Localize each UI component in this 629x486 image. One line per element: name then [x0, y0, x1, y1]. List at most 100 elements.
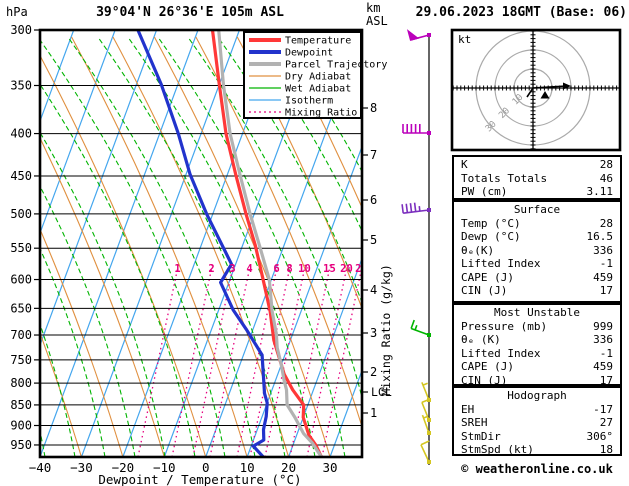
wet-adiabat-line [40, 131, 166, 457]
stats-section-most-unstable: Most Unstable Pressure (mb) 999 θₑ (K) 336 Li… [452, 303, 622, 387]
stat-label: Dewp (°C) [461, 230, 521, 243]
mixing-ratio-tick-label: 25 [355, 263, 368, 275]
stat-label: StmSpd (kt) [461, 443, 534, 456]
barb-full [409, 203, 413, 213]
stat-row: Pressure (mb) 999 [454, 320, 620, 334]
legend-label: Mixing Ratio [285, 108, 357, 119]
pressure-axis-unit: hPa [6, 5, 28, 19]
parcel-trajectory-curve [217, 30, 324, 457]
stat-row: SREH 27 [454, 416, 620, 430]
temperature-tick-label: 10 [240, 460, 255, 475]
wind-barb [420, 440, 431, 464]
wet-adiabat-line [187, 36, 362, 400]
mixing-ratio-tick-label: 4 [246, 263, 252, 275]
stat-value: 27 [599, 416, 613, 429]
stat-label: CAPE (J) [461, 270, 514, 284]
isotherm-line [246, 144, 362, 457]
dry-adiabat-line [71, 36, 248, 457]
stat-value: 336 [593, 333, 613, 346]
temperature-tick-label: 30 [322, 460, 337, 475]
barb-half [423, 415, 429, 419]
legend-label: Parcel Trajectory [285, 60, 387, 71]
stat-label: Lifted Index [461, 257, 541, 270]
pressure-tick-label: 400 [10, 127, 32, 141]
stats-section-title: Hodograph [507, 389, 567, 402]
temperature-curve [210, 30, 324, 457]
isotherm-line [40, 30, 158, 347]
hodograph-arrowhead [563, 82, 571, 90]
stat-value: 306° [586, 429, 614, 443]
temperature-tick-label: 20 [281, 460, 296, 475]
km-tick-label: 5 [370, 233, 377, 247]
barb-half [414, 324, 418, 331]
mixing-ratio-tick-label: 8 [286, 263, 292, 275]
stat-row: CAPE (J) 459 [454, 271, 620, 285]
stat-value: 46 [599, 171, 613, 185]
barb-flag [406, 29, 420, 41]
wet-adiabat-line [40, 39, 226, 457]
wet-adiabat-line [97, 36, 286, 457]
stat-row: StmDir 306° [454, 430, 620, 444]
mixing-ratio-line [192, 263, 235, 457]
stat-label: CIN (J) [461, 284, 508, 297]
skewt-diagram: 1 2 3 4 6 8 10 15 20 2530035040045050055060065070… [10, 23, 431, 486]
wind-barb [401, 202, 431, 214]
wet-adiabat-line [40, 185, 136, 457]
pressure-tick-label: 950 [10, 438, 32, 452]
stat-label: K [461, 158, 468, 171]
altitude-axis-unit-asl: ASL [366, 14, 388, 28]
wind-barb [402, 124, 431, 135]
temperature-tick-label: −20 [112, 460, 135, 475]
pressure-tick-label: 500 [10, 207, 32, 221]
barb-full [405, 203, 409, 213]
pressure-tick-label: 900 [10, 419, 32, 433]
stat-value: -17 [593, 402, 613, 416]
stats-section-title: Surface [513, 203, 561, 216]
stat-row: Totals Totals 46 [454, 172, 620, 186]
datetime-title: 29.06.2023 18GMT (Base: 06) [415, 5, 627, 20]
stat-row: StmSpd (kt) 18 [454, 443, 620, 457]
barb-half [422, 382, 428, 386]
stat-row: CIN (J) 17 [454, 284, 620, 298]
isotherm-line [80, 30, 240, 457]
km-tick-label: 1 [370, 406, 377, 420]
stat-value: 999 [593, 319, 613, 333]
stat-row: Dewp (°C) 16.5 [454, 230, 620, 244]
mixing-ratio-tick-label: 3 [229, 263, 235, 275]
hodograph-border [450, 28, 622, 152]
stat-value: 336 [593, 243, 613, 257]
stat-label: θₑ (K) [461, 333, 501, 346]
km-tick-label: 8 [370, 101, 377, 115]
dry-adiabat-line [112, 36, 290, 457]
stat-row: CAPE (J) 459 [454, 360, 620, 374]
mixing-ratio-tick-label: 2 [208, 263, 214, 275]
wind-barb [410, 319, 431, 337]
temperature-tick-label: −10 [153, 460, 176, 475]
isotherm-line [40, 30, 116, 235]
pressure-tick-label: 350 [10, 78, 32, 92]
km-tick-label: 7 [370, 148, 377, 162]
mixing-ratio-line [306, 263, 349, 457]
wind-barb [421, 414, 431, 435]
mixing-axis-title: Mixing Ratio (g/kg) [379, 264, 393, 396]
pressure-tick-label: 450 [10, 169, 32, 183]
wet-adiabat-line [127, 36, 316, 457]
altitude-axis-unit: km ASL [366, 2, 388, 28]
legend-label: Dry Adiabat [285, 72, 351, 83]
km-tick-label: 2 [370, 365, 377, 379]
x-axis-title: Dewpoint / Temperature (°C) [98, 472, 301, 486]
stat-label: Lifted Index [461, 346, 541, 360]
wind-barb [406, 29, 431, 41]
mixing-ratio-tick-label: 1 [174, 263, 180, 275]
stat-row: θₑ(K) 336 [454, 244, 620, 258]
storm-motion-marker [540, 91, 550, 99]
barb-full [421, 398, 431, 404]
stat-label: Totals Totals [461, 171, 548, 185]
stat-value: 18 [599, 443, 613, 456]
stat-value: -1 [599, 257, 613, 270]
dry-adiabat-line [40, 54, 207, 457]
